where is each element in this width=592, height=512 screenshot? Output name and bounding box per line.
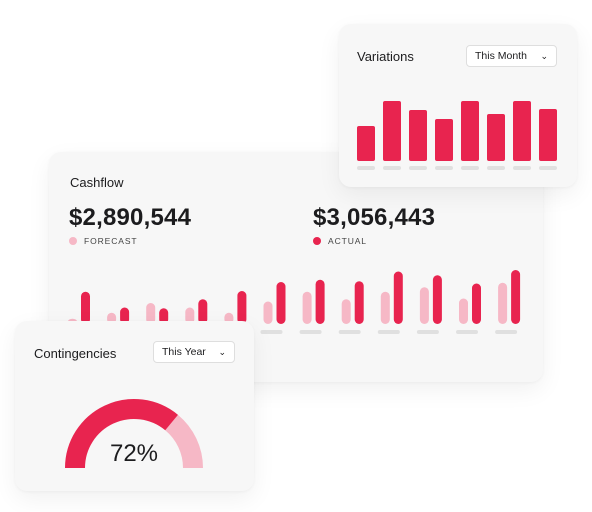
variations-bar-5 <box>461 101 479 161</box>
actual-bar-10 <box>432 275 442 324</box>
actual-bar-6 <box>276 282 286 324</box>
variations-x-label-placeholder-5 <box>461 166 479 170</box>
actual-legend-dot <box>313 237 321 245</box>
actual-amount: $3,056,443 <box>313 204 436 231</box>
contingencies-card: Contingencies This Year ⌄ 72% <box>15 321 254 491</box>
variations-bar-7 <box>513 101 531 161</box>
forecast-bar-11 <box>459 298 468 324</box>
variations-title: Variations <box>357 49 414 64</box>
forecast-bar-7 <box>302 291 312 324</box>
actual-legend-label: ACTUAL <box>328 236 367 246</box>
variations-x-label-placeholder-3 <box>409 166 427 170</box>
actual-bar-7 <box>315 279 325 324</box>
cashflow-x-label-placeholder-11 <box>456 330 478 334</box>
actual-bar-1 <box>81 291 90 324</box>
forecast-legend-label: FORECAST <box>84 236 138 246</box>
actual-bar-3 <box>159 308 169 324</box>
variations-x-label-placeholder-1 <box>357 166 375 170</box>
forecast-amount: $2,890,544 <box>69 204 192 231</box>
contingencies-title: Contingencies <box>34 346 117 361</box>
forecast-bar-3 <box>146 303 156 324</box>
actual-bar-11 <box>472 283 481 324</box>
variations-period-dropdown[interactable]: This Month ⌄ <box>466 45 557 67</box>
variations-x-label-placeholder-6 <box>487 166 505 170</box>
gauge-remaining-arc <box>164 414 203 469</box>
cashflow-x-label-placeholder-6 <box>260 330 283 334</box>
cashflow-x-label-placeholder-8 <box>338 330 361 334</box>
variations-bar-1 <box>357 126 375 161</box>
variations-bar-6 <box>487 114 505 161</box>
actual-bar-9 <box>393 271 403 324</box>
cashflow-x-label-placeholder-10 <box>416 330 439 334</box>
variations-x-label-placeholder-7 <box>513 166 531 170</box>
forecast-bar-6 <box>263 301 273 324</box>
variations-bar-4 <box>435 119 453 161</box>
variations-bar-chart <box>357 101 557 170</box>
gauge-filled-arc <box>65 399 178 469</box>
forecast-bar-10 <box>419 287 429 324</box>
cashflow-x-label-placeholder-12 <box>495 330 518 334</box>
forecast-legend: FORECAST <box>69 236 137 246</box>
variations-bar-3 <box>409 110 427 161</box>
forecast-bar-9 <box>380 291 390 324</box>
forecast-bar-4 <box>185 307 195 324</box>
variations-bar-8 <box>539 109 557 161</box>
forecast-bar-8 <box>341 299 351 324</box>
actual-bar-4 <box>198 299 208 324</box>
chevron-down-icon: ⌄ <box>540 50 548 61</box>
chevron-down-icon: ⌄ <box>218 346 226 357</box>
actual-bar-2 <box>120 307 130 324</box>
actual-bar-8 <box>354 281 364 324</box>
forecast-legend-dot <box>69 237 77 245</box>
cashflow-x-label-placeholder-7 <box>299 330 322 334</box>
variations-bar-2 <box>383 101 401 161</box>
actual-bar-12 <box>511 270 521 324</box>
actual-legend: ACTUAL <box>313 236 367 246</box>
cashflow-x-label-placeholder-9 <box>377 330 400 334</box>
contingencies-percent: 72% <box>110 440 158 467</box>
contingencies-period-value: This Year <box>162 346 206 358</box>
variations-x-label-placeholder-4 <box>435 166 453 170</box>
variations-card: Variations This Month ⌄ <box>339 24 577 187</box>
variations-x-label-placeholder-2 <box>383 166 401 170</box>
variations-x-label-placeholder-8 <box>539 166 557 170</box>
contingencies-period-dropdown[interactable]: This Year ⌄ <box>153 341 235 363</box>
variations-period-value: This Month <box>475 50 527 62</box>
contingencies-gauge: 72% <box>65 399 203 469</box>
cashflow-title: Cashflow <box>70 175 124 190</box>
forecast-bar-12 <box>498 282 508 324</box>
cashflow-bar-chart <box>65 270 521 334</box>
actual-bar-5 <box>237 291 247 324</box>
